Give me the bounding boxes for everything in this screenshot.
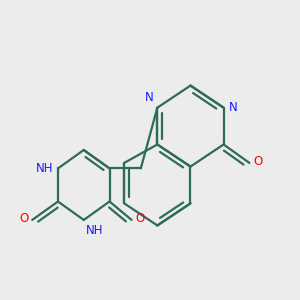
- Text: NH: NH: [36, 162, 54, 175]
- Text: O: O: [19, 212, 28, 225]
- Text: N: N: [229, 101, 238, 114]
- Text: NH: NH: [85, 224, 103, 237]
- Text: O: O: [135, 212, 145, 225]
- Text: O: O: [254, 154, 263, 167]
- Text: N: N: [145, 91, 154, 104]
